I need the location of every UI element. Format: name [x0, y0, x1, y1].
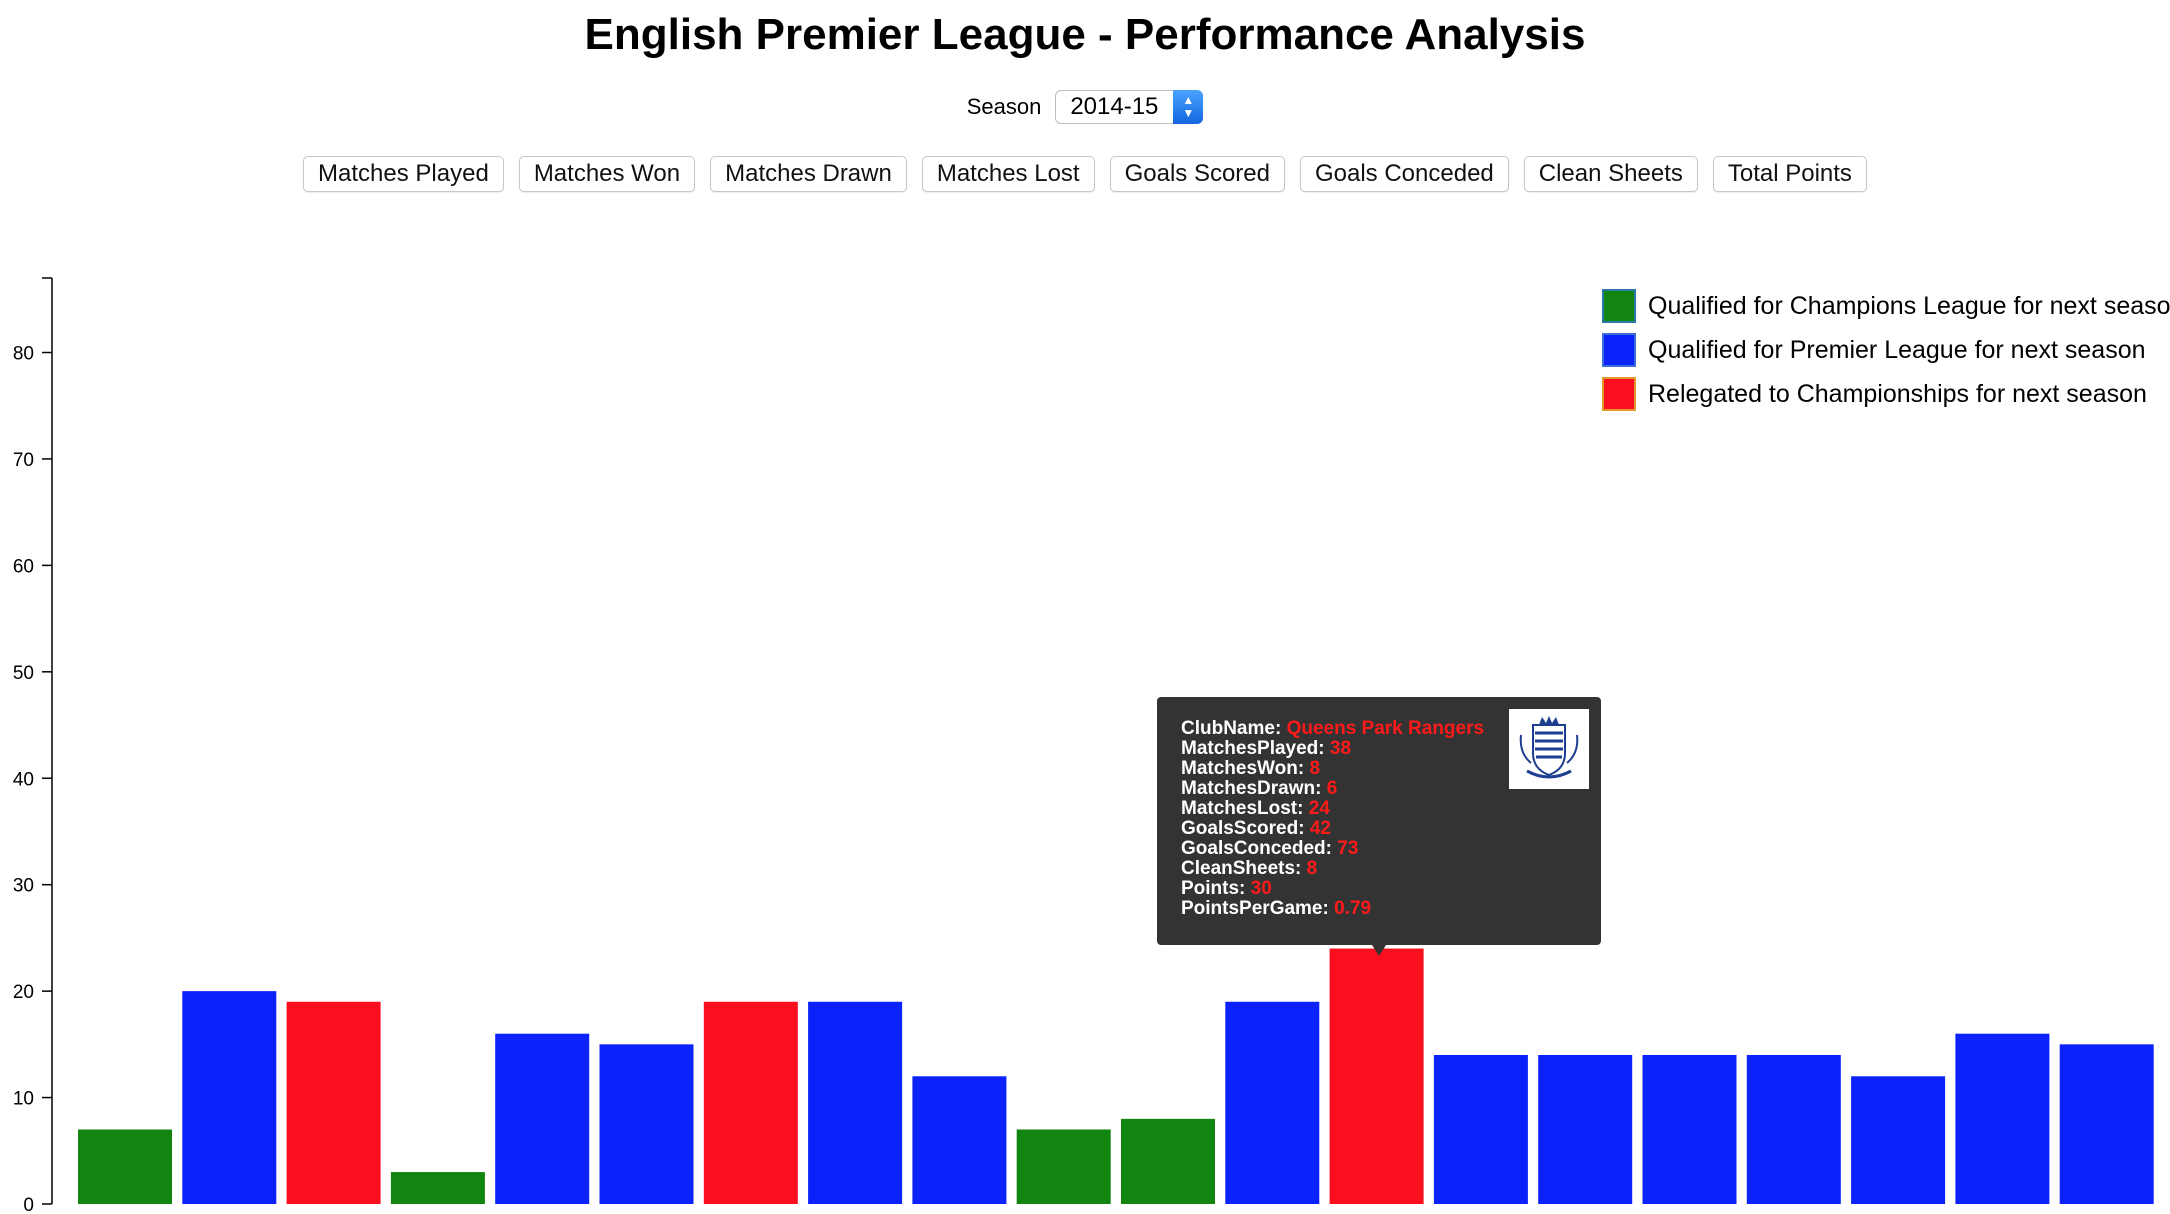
season-control: Season 2014-15 ▲ ▼ — [0, 90, 2170, 124]
matches-lost-button[interactable]: Matches Lost — [921, 156, 1095, 192]
bar[interactable] — [495, 1033, 590, 1204]
goals-conceded-button[interactable]: Goals Conceded — [1299, 156, 1509, 192]
bar[interactable] — [1955, 1033, 2050, 1204]
tooltip-row-goals-scored: GoalsScored: 42 — [1181, 818, 1331, 839]
tooltip-row-matches-played: MatchesPlayed: 38 — [1181, 738, 1352, 759]
bar[interactable] — [2059, 1044, 2154, 1204]
tooltip-row-points-per-game: PointsPerGame: 0.79 — [1181, 898, 1372, 919]
tooltip-row-matches-drawn: MatchesDrawn: 6 — [1181, 778, 1338, 799]
y-tick-label: 50 — [13, 663, 34, 684]
legend-swatch-relegated — [1602, 377, 1636, 411]
bar-highlighted[interactable] — [1329, 948, 1424, 1204]
y-axis: 0 10 20 30 40 50 60 70 80 — [13, 277, 53, 1214]
season-select[interactable]: 2014-15 ▲ ▼ — [1055, 90, 1204, 124]
tooltip-row-club-name: ClubName: Queens Park Rangers — [1181, 718, 1485, 739]
club-tooltip: ClubName: Queens Park Rangers MatchesPla… — [1157, 697, 1601, 945]
season-label: Season — [966, 94, 1042, 119]
bar[interactable] — [1851, 1076, 1946, 1204]
tooltip-row-matches-lost: MatchesLost: 24 — [1181, 798, 1330, 819]
bar[interactable] — [1016, 1129, 1111, 1204]
bar[interactable] — [1538, 1054, 1633, 1204]
legend-label: Qualified for Champions League for next … — [1648, 291, 2170, 320]
bar[interactable] — [912, 1076, 1007, 1204]
bar[interactable] — [1121, 1118, 1215, 1204]
chevron-up-down-icon: ▲ ▼ — [1173, 90, 1204, 124]
bar[interactable] — [182, 991, 277, 1204]
bars — [78, 948, 2154, 1204]
legend-label: Relegated to Championships for next seas… — [1648, 379, 2147, 408]
bar[interactable] — [390, 1172, 485, 1204]
tooltip-row-clean-sheets: CleanSheets: 8 — [1181, 858, 1318, 879]
legend-label: Qualified for Premier League for next se… — [1648, 335, 2146, 364]
y-tick-label: 70 — [13, 450, 34, 471]
y-tick-label: 30 — [13, 876, 34, 897]
legend-item-relegated: Relegated to Championships for next seas… — [1602, 372, 2170, 416]
legend: Qualified for Champions League for next … — [1602, 284, 2170, 416]
y-tick-label: 10 — [13, 1089, 34, 1110]
total-points-button[interactable]: Total Points — [1712, 156, 1867, 192]
clean-sheets-button[interactable]: Clean Sheets — [1523, 156, 1698, 192]
qpr-crest-icon — [1509, 709, 1589, 789]
bar[interactable] — [703, 1001, 798, 1204]
legend-item-premier: Qualified for Premier League for next se… — [1602, 328, 2170, 372]
tooltip-row-goals-conceded: GoalsConceded: 73 — [1181, 838, 1359, 859]
bar[interactable] — [286, 1001, 381, 1204]
y-tick-label: 0 — [23, 1195, 34, 1214]
legend-item-champions: Qualified for Champions League for next … — [1602, 284, 2170, 328]
bar[interactable] — [1225, 1001, 1320, 1204]
legend-swatch-premier — [1602, 333, 1636, 367]
bar[interactable] — [1746, 1054, 1841, 1204]
goals-scored-button[interactable]: Goals Scored — [1109, 156, 1285, 192]
tooltip-row-points: Points: 30 — [1181, 878, 1272, 899]
tooltip-arrow — [1372, 945, 1386, 956]
season-value: 2014-15 — [1070, 93, 1159, 120]
y-tick-label: 60 — [13, 556, 34, 577]
legend-swatch-champions — [1602, 289, 1636, 323]
y-tick-label: 80 — [13, 344, 34, 365]
y-tick-label: 20 — [13, 982, 34, 1003]
matches-won-button[interactable]: Matches Won — [518, 156, 696, 192]
metric-button-bar: Matches Played Matches Won Matches Drawn… — [0, 156, 2170, 192]
tooltip-row-matches-won: MatchesWon: 8 — [1181, 758, 1321, 779]
bar[interactable] — [1433, 1054, 1528, 1204]
bar[interactable] — [599, 1044, 694, 1204]
matches-played-button[interactable]: Matches Played — [303, 156, 504, 192]
page-title: English Premier League - Performance Ana… — [584, 10, 1586, 59]
bar[interactable] — [1642, 1054, 1737, 1204]
y-tick-label: 40 — [13, 769, 34, 790]
bar[interactable] — [78, 1129, 172, 1204]
bar[interactable] — [808, 1001, 903, 1204]
matches-drawn-button[interactable]: Matches Drawn — [710, 156, 907, 192]
